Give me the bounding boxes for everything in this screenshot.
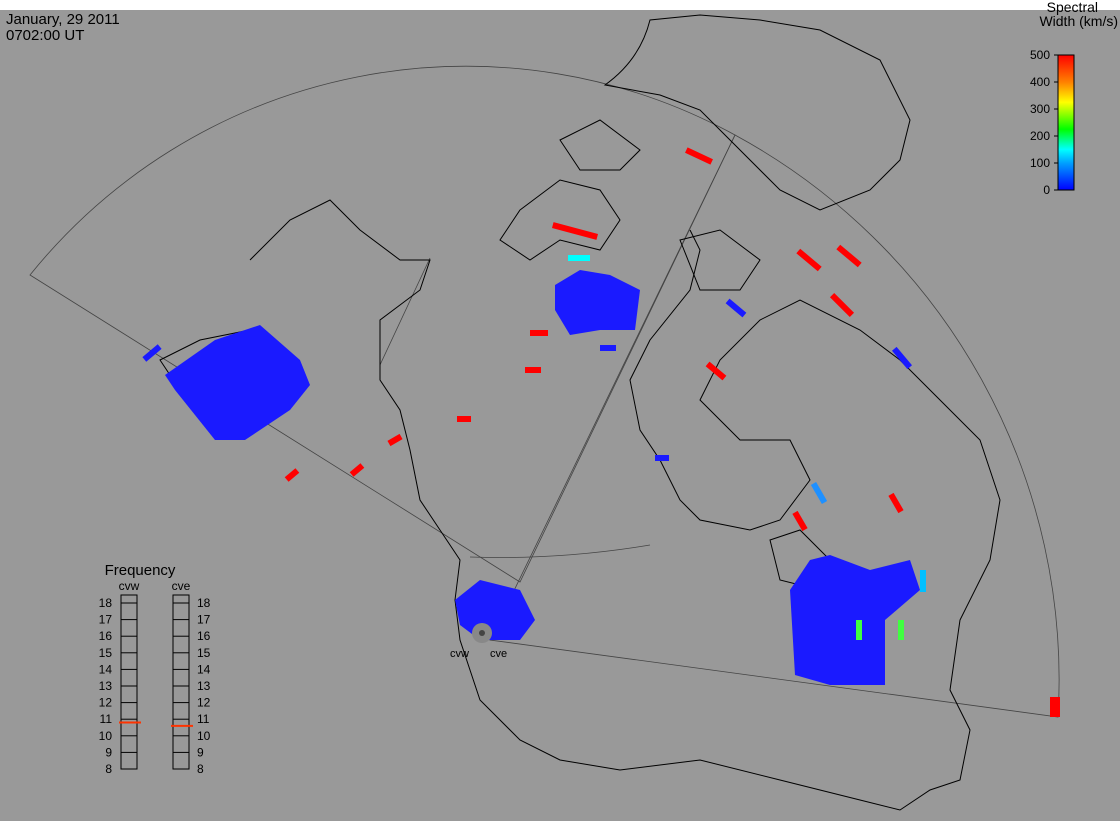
colorbar-tick-label: 200 [1030, 129, 1050, 143]
frequency-tick-label: 14 [197, 662, 211, 676]
frequency-tick-label: 8 [197, 762, 204, 776]
radar-site [479, 630, 485, 636]
fan-outline [29, 65, 1060, 718]
frequency-tick-label: 12 [99, 696, 113, 710]
frequency-tick-label: 13 [197, 679, 211, 693]
colorbar [1057, 54, 1075, 191]
radar-name: cve [172, 579, 191, 593]
frequency-tick-label: 15 [99, 646, 113, 660]
frequency-tick-label: 11 [100, 712, 113, 726]
frequency-tick-label: 9 [105, 745, 112, 759]
time: 0702:00 UT [6, 27, 84, 44]
frequency-tick-label: 17 [99, 613, 113, 627]
frequency-tick-label: 18 [197, 596, 211, 610]
frequency-tick-label: 18 [99, 596, 113, 610]
frequency-tick-label: 15 [197, 646, 211, 660]
date: January, 29 2011 [6, 11, 120, 28]
top-strip [0, 0, 1120, 10]
frequency-tick-label: 14 [99, 662, 113, 676]
scatter-cells [142, 147, 1060, 717]
colorbar-title: Width (km/s) [1039, 13, 1118, 29]
frequency-tick-label: 10 [197, 729, 211, 743]
colorbar-title: Spectral [1047, 0, 1098, 15]
colorbar-tick-label: 400 [1030, 75, 1050, 89]
radar-label: cve [490, 648, 507, 660]
frequency-tick-label: 12 [197, 696, 211, 710]
frequency-tick-label: 17 [197, 613, 211, 627]
frequency-tick-label: 10 [99, 729, 113, 743]
frequency-tick-label: 11 [197, 712, 210, 726]
frequency-tick-label: 16 [197, 629, 211, 643]
frequency-tick-label: 16 [99, 629, 113, 643]
frequency-tick-label: 13 [99, 679, 113, 693]
colorbar-tick-label: 0 [1043, 183, 1050, 197]
radar-label: cvw [450, 648, 469, 660]
colorbar-tick-label: 500 [1030, 48, 1050, 62]
colorbar-tick-label: 100 [1030, 156, 1050, 170]
frequency-tick-label: 8 [105, 762, 112, 776]
frequency-tick-label: 9 [197, 745, 204, 759]
colorbar-tick-label: 300 [1030, 102, 1050, 116]
frequency-title: Frequency [105, 562, 176, 579]
radar-name: cvw [119, 579, 140, 593]
